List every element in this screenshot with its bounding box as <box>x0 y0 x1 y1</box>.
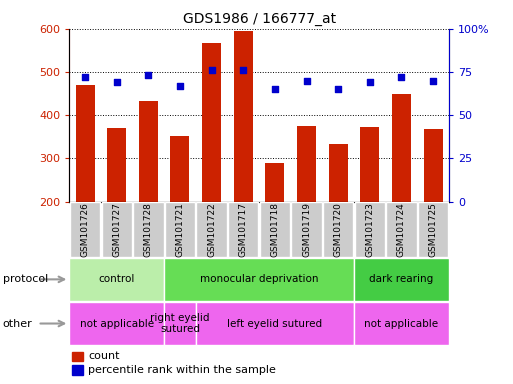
Text: GSM101724: GSM101724 <box>397 202 406 257</box>
Bar <box>165 202 195 257</box>
Text: GSM101719: GSM101719 <box>302 202 311 257</box>
Bar <box>354 258 449 301</box>
Bar <box>170 136 189 202</box>
Text: other: other <box>3 318 32 329</box>
Bar <box>107 128 126 202</box>
Text: GSM101726: GSM101726 <box>81 202 90 257</box>
Bar <box>69 302 164 345</box>
Bar <box>196 202 227 257</box>
Text: not applicable: not applicable <box>80 318 154 329</box>
Bar <box>386 202 417 257</box>
Text: dark rearing: dark rearing <box>369 274 433 285</box>
Bar <box>323 202 353 257</box>
Bar <box>202 43 221 202</box>
Text: GSM101718: GSM101718 <box>270 202 280 257</box>
Text: not applicable: not applicable <box>364 318 439 329</box>
Text: GSM101725: GSM101725 <box>428 202 438 257</box>
Text: GSM101722: GSM101722 <box>207 202 216 257</box>
Text: GSM101721: GSM101721 <box>175 202 185 257</box>
Text: GSM101728: GSM101728 <box>144 202 153 257</box>
Text: GSM101727: GSM101727 <box>112 202 121 257</box>
Text: protocol: protocol <box>3 274 48 285</box>
Bar <box>228 202 259 257</box>
Point <box>429 78 437 84</box>
Point <box>397 74 405 80</box>
Bar <box>291 202 322 257</box>
Text: GSM101723: GSM101723 <box>365 202 374 257</box>
Text: GSM101717: GSM101717 <box>239 202 248 257</box>
Point <box>81 74 89 80</box>
Text: monocular deprivation: monocular deprivation <box>200 274 318 285</box>
Bar <box>164 258 354 301</box>
Bar <box>75 85 94 202</box>
Bar <box>139 101 158 202</box>
Title: GDS1986 / 166777_at: GDS1986 / 166777_at <box>183 12 336 26</box>
Bar <box>234 30 253 202</box>
Text: percentile rank within the sample: percentile rank within the sample <box>88 365 276 375</box>
Point <box>366 79 374 86</box>
Bar <box>70 202 100 257</box>
Point <box>302 78 310 84</box>
Bar <box>297 126 316 202</box>
Bar <box>72 366 84 375</box>
Bar <box>102 202 132 257</box>
Bar <box>354 202 385 257</box>
Point <box>271 86 279 92</box>
Text: left eyelid sutured: left eyelid sutured <box>227 318 323 329</box>
Point <box>176 83 184 89</box>
Text: GSM101720: GSM101720 <box>333 202 343 257</box>
Point <box>334 86 342 92</box>
Bar <box>392 94 411 202</box>
Bar <box>424 129 443 202</box>
Point <box>239 67 247 73</box>
Bar <box>329 144 348 202</box>
Bar <box>265 163 284 202</box>
Text: count: count <box>88 351 120 361</box>
Text: control: control <box>98 274 135 285</box>
Bar <box>354 302 449 345</box>
Bar <box>196 302 354 345</box>
Point <box>144 72 152 78</box>
Point <box>113 79 121 86</box>
Bar <box>260 202 290 257</box>
Bar <box>164 302 196 345</box>
Point <box>207 67 215 73</box>
Bar <box>418 202 448 257</box>
Text: right eyelid
sutured: right eyelid sutured <box>150 313 210 334</box>
Bar <box>360 127 379 202</box>
Bar <box>72 352 84 361</box>
Bar <box>133 202 164 257</box>
Bar <box>69 258 164 301</box>
